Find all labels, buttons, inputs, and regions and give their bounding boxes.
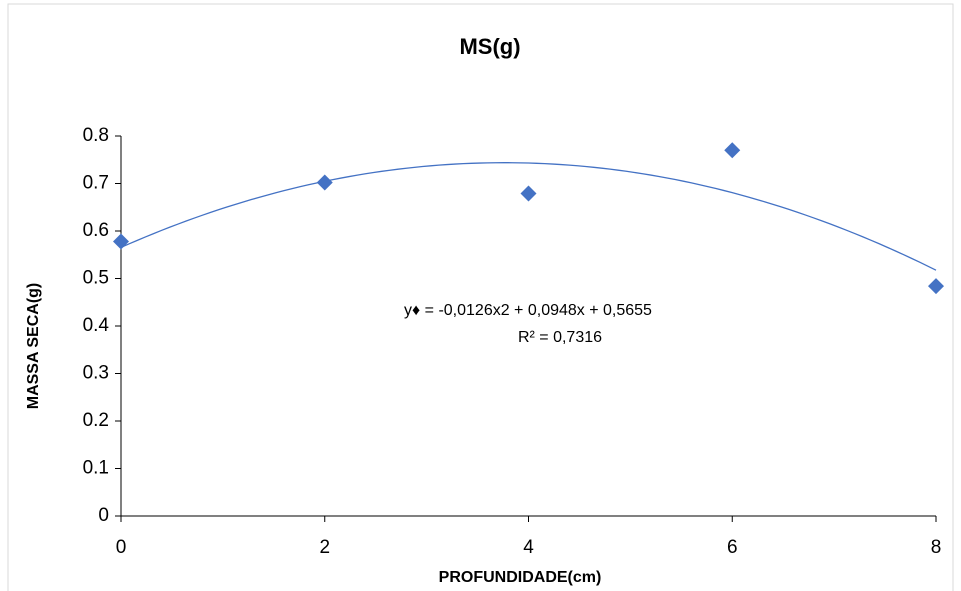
chart-frame [7,3,954,591]
y-axis-label: MASSA SECA(g) [25,283,42,410]
y-tick-label: 0.5 [83,268,109,289]
data-point [316,174,333,191]
data-point [928,278,944,295]
x-tick-label: 6 [727,537,738,558]
y-tick-label: 0.8 [83,125,109,146]
y-tick-label: 0.4 [83,315,110,336]
y-tick-label: 0 [98,505,109,526]
y-tick-label: 0.7 [83,173,109,194]
x-axis-label: PROFUNDIDADE(cm) [439,569,602,586]
y-tick-label: 0.2 [83,410,109,431]
data-point [113,233,129,250]
x-tick-label: 8 [931,537,942,558]
trendline [120,162,937,271]
x-tick-label: 0 [116,537,127,558]
trend-r2: R² = 0,7316 [518,329,602,346]
trend-equation: y♦ = -0,0126x2 + 0,0948x + 0,5655 [404,302,652,319]
y-tick-label: 0.1 [83,458,109,479]
x-tick-label: 2 [319,537,330,558]
data-point [520,185,537,202]
y-tick-label: 0.6 [83,220,109,241]
x-tick-label: 4 [523,537,534,558]
data-point [724,142,741,159]
chart-title: MS(g) [459,34,520,59]
y-tick-label: 0.3 [83,363,109,384]
